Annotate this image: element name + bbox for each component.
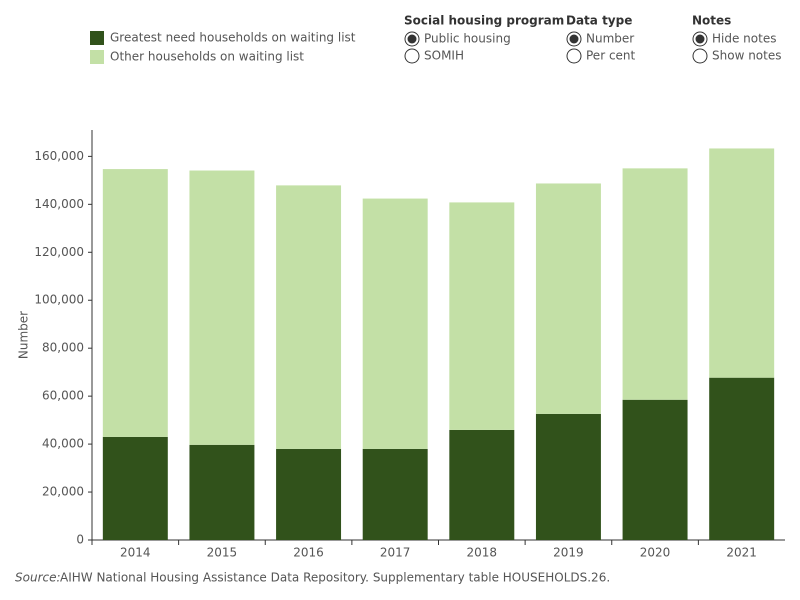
bar xyxy=(535,413,601,540)
bar xyxy=(449,429,515,540)
x-tick-label: 2014 xyxy=(120,546,151,560)
y-tick-label: 0 xyxy=(76,533,84,547)
y-tick-label: 120,000 xyxy=(34,245,84,259)
y-axis-label: Number xyxy=(17,311,31,359)
x-tick-label: 2017 xyxy=(380,546,411,560)
bar xyxy=(276,185,342,449)
control-title: Data type xyxy=(566,14,632,28)
y-tick-label: 60,000 xyxy=(42,389,84,403)
bar xyxy=(362,448,428,540)
radio-dot xyxy=(407,34,417,44)
radio-button[interactable] xyxy=(566,48,582,64)
radio-dot xyxy=(695,34,705,44)
y-tick-label: 80,000 xyxy=(42,341,84,355)
radio-label[interactable]: Per cent xyxy=(586,49,636,63)
radio-dot xyxy=(569,34,579,44)
y-tick-label: 40,000 xyxy=(42,437,84,451)
bar xyxy=(622,168,688,400)
x-tick-label: 2020 xyxy=(640,546,671,560)
radio-label[interactable]: Hide notes xyxy=(712,32,776,46)
x-tick-label: 2018 xyxy=(467,546,498,560)
bar xyxy=(709,148,775,378)
bar xyxy=(362,198,428,449)
radio-label[interactable]: Number xyxy=(586,32,634,46)
x-tick-label: 2019 xyxy=(553,546,584,560)
radio-label[interactable]: Show notes xyxy=(712,49,781,63)
y-tick-label: 160,000 xyxy=(34,149,84,163)
legend-label: Other households on waiting list xyxy=(110,50,304,64)
radio-button[interactable] xyxy=(692,48,708,64)
y-tick-label: 140,000 xyxy=(34,197,84,211)
bar xyxy=(535,183,601,414)
bar xyxy=(449,202,515,430)
source-label: Source: xyxy=(15,571,61,585)
x-tick-label: 2021 xyxy=(726,546,757,560)
control-title: Social housing program xyxy=(404,14,564,28)
radio-label[interactable]: Public housing xyxy=(424,32,511,46)
bar xyxy=(622,399,688,540)
bar xyxy=(102,436,168,540)
bar xyxy=(709,377,775,540)
radio-label[interactable]: SOMIH xyxy=(424,49,464,63)
control-title: Notes xyxy=(692,14,731,28)
bar xyxy=(189,444,255,540)
y-tick-label: 100,000 xyxy=(34,293,84,307)
legend-swatch xyxy=(90,31,104,45)
source-text: AIHW National Housing Assistance Data Re… xyxy=(60,571,610,585)
x-tick-label: 2016 xyxy=(293,546,324,560)
bar xyxy=(276,448,342,540)
y-tick-label: 20,000 xyxy=(42,485,84,499)
x-tick-label: 2015 xyxy=(207,546,238,560)
bar xyxy=(189,170,255,445)
legend-label: Greatest need households on waiting list xyxy=(110,31,356,45)
bar xyxy=(102,169,168,437)
radio-button[interactable] xyxy=(404,48,420,64)
legend-swatch xyxy=(90,50,104,64)
